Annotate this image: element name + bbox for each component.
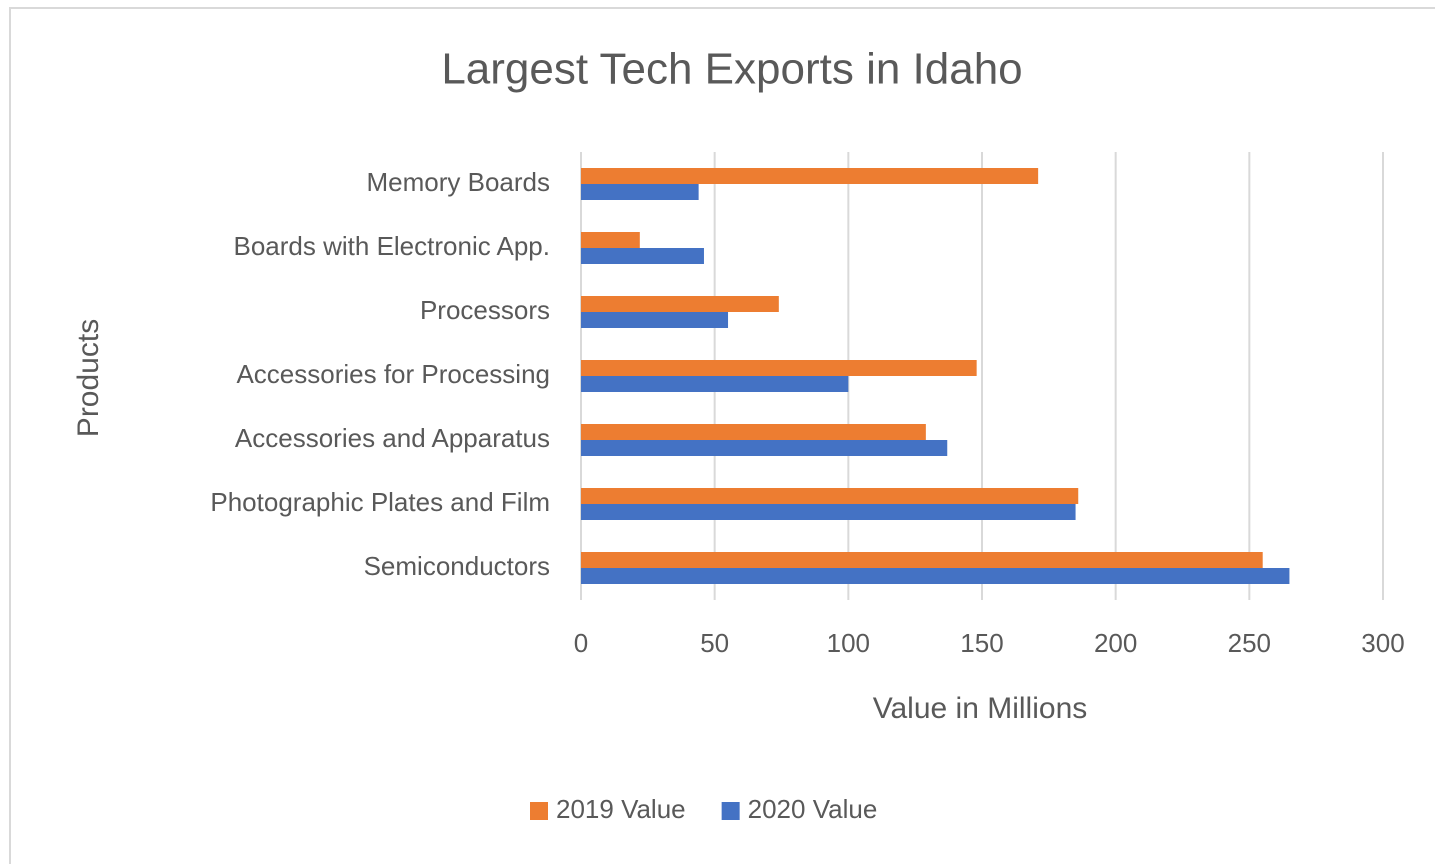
x-tick-label: 50 bbox=[700, 628, 729, 658]
x-tick-label: 250 bbox=[1228, 628, 1271, 658]
bar bbox=[581, 552, 1263, 568]
bar bbox=[581, 168, 1039, 184]
bar bbox=[581, 488, 1079, 504]
y-tick-label: Memory Boards bbox=[367, 167, 551, 197]
x-tick-label: 200 bbox=[1094, 628, 1137, 658]
legend-swatch bbox=[530, 802, 548, 820]
bar bbox=[581, 248, 704, 264]
y-tick-label: Accessories for Processing bbox=[236, 359, 550, 389]
y-tick-label: Accessories and Apparatus bbox=[235, 423, 550, 453]
bar bbox=[581, 568, 1290, 584]
y-axis-title: Products bbox=[72, 319, 105, 437]
bar bbox=[581, 296, 779, 312]
x-tick-label: 150 bbox=[960, 628, 1003, 658]
x-tick-label: 100 bbox=[827, 628, 870, 658]
bar bbox=[581, 376, 849, 392]
bar bbox=[581, 424, 926, 440]
y-tick-label: Processors bbox=[420, 295, 550, 325]
legend-label: 2020 Value bbox=[748, 794, 878, 824]
bar bbox=[581, 360, 977, 376]
chart-title: Largest Tech Exports in Idaho bbox=[441, 45, 1022, 94]
x-axis-title: Value in Millions bbox=[873, 692, 1088, 725]
y-tick-label: Boards with Electronic App. bbox=[234, 231, 551, 261]
bar bbox=[581, 504, 1076, 520]
bar bbox=[581, 440, 948, 456]
bar bbox=[581, 232, 640, 248]
legend-label: 2019 Value bbox=[556, 794, 686, 824]
bar bbox=[581, 312, 729, 328]
y-tick-label: Photographic Plates and Film bbox=[210, 487, 550, 517]
x-tick-label: 0 bbox=[574, 628, 588, 658]
legend-swatch bbox=[721, 802, 740, 820]
bar bbox=[581, 184, 699, 200]
x-tick-label: 300 bbox=[1361, 628, 1404, 658]
y-tick-label: Semiconductors bbox=[364, 551, 550, 581]
